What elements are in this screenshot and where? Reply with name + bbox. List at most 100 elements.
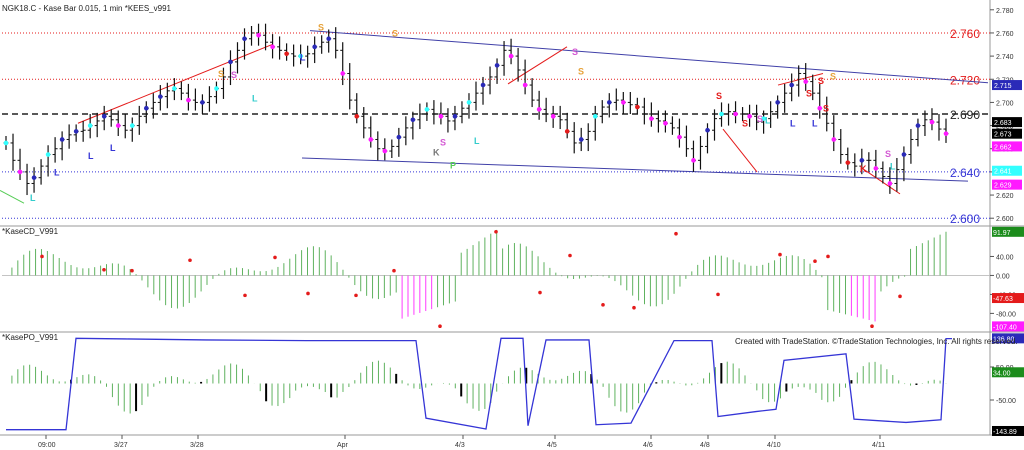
close-dot [508, 53, 514, 59]
close-dot [424, 107, 430, 112]
cd-peak-dot [130, 268, 134, 273]
signal-marker: S [572, 47, 578, 57]
cd-peak-dot [243, 293, 247, 298]
value-tag-text: 2.641 [994, 169, 1012, 176]
value-tag-text: 2.683 [994, 120, 1012, 127]
kasecd-title: *KaseCD_V991 [2, 227, 59, 236]
close-dot [789, 82, 794, 88]
cd-peak-dot [716, 292, 720, 297]
close-dot [186, 97, 191, 103]
value-tag-text: 2.662 [994, 144, 1012, 151]
signal-marker: S [830, 71, 836, 81]
close-dot [396, 134, 402, 140]
cd-peak-dot [538, 290, 542, 295]
close-dot [621, 100, 626, 105]
close-dot [438, 114, 444, 119]
close-dot [677, 134, 682, 140]
kasepo-title: *KasePO_V991 [2, 333, 59, 342]
trend-line [863, 169, 901, 195]
close-dot [87, 123, 93, 128]
trend-line [777, 72, 824, 86]
cd-peak-dot [354, 293, 358, 298]
signal-marker: S [318, 23, 324, 33]
trend-line [309, 30, 989, 84]
close-dot [649, 116, 654, 121]
po-value-tag-text: -143.89 [993, 429, 1017, 436]
cd-peak-dot [778, 252, 782, 257]
close-dot [129, 123, 135, 128]
cd-peak-dot [40, 254, 44, 259]
signal-marker: S [231, 70, 237, 80]
trend-line [77, 44, 273, 124]
close-dot [452, 114, 458, 119]
cd-value-tag-text: -47.63 [993, 296, 1013, 303]
cd-peak-dot [632, 305, 636, 310]
close-dot [803, 79, 809, 84]
chart-header: NGK18.C - Kase Bar 0.015, 1 min *KEES_v9… [2, 4, 172, 13]
cd-peak-dot [898, 294, 902, 299]
time-label: 3/28 [190, 442, 204, 449]
close-dot [873, 166, 879, 171]
cd-value-tag-bg [992, 226, 1024, 237]
cd-peak-dot [102, 267, 106, 272]
close-dot [845, 160, 851, 165]
po-value-tag-text: 34.00 [993, 370, 1011, 377]
signal-marker: L [812, 119, 818, 129]
cd-peak-dot [392, 268, 396, 273]
signal-marker: L [474, 136, 480, 146]
close-dot [915, 123, 921, 128]
price-level-label: 2.640 [950, 166, 980, 180]
close-dot [564, 129, 570, 134]
close-dot [480, 82, 486, 88]
signal-marker: L [765, 115, 771, 125]
signal-marker: K [433, 148, 440, 158]
close-dot [592, 114, 598, 119]
close-dot [550, 114, 556, 119]
close-dot [340, 71, 346, 76]
value-tag-bg [992, 179, 1022, 190]
cd-peak-dot [674, 231, 678, 236]
price-level-label: 2.760 [950, 27, 980, 41]
close-dot [733, 111, 738, 117]
close-dot [256, 32, 261, 38]
cd-peak-dot [438, 324, 442, 329]
cd-peak-dot [306, 291, 310, 296]
close-dot [214, 86, 219, 91]
close-dot [466, 100, 472, 105]
close-dot [368, 137, 374, 142]
trend-line [301, 157, 969, 182]
close-dot [101, 114, 107, 119]
signal-marker: S [392, 28, 398, 38]
close-dot [635, 104, 640, 110]
close-dot [887, 181, 893, 186]
signal-marker: S [885, 149, 891, 159]
close-dot [3, 140, 9, 146]
value-tag-bg [992, 141, 1022, 152]
close-dot [354, 114, 360, 119]
trend-line [0, 189, 25, 204]
close-dot [705, 127, 710, 133]
close-dot [45, 152, 51, 157]
value-tag-text: 2.629 [994, 183, 1012, 190]
close-dot [17, 169, 23, 175]
close-dot [326, 36, 331, 42]
cd-peak-dot [273, 255, 277, 260]
signal-marker: S [716, 91, 722, 101]
value-tag-bg [992, 165, 1022, 176]
time-label: 3/27 [114, 442, 128, 449]
close-dot [242, 36, 247, 42]
kasepo-line [6, 337, 952, 431]
price-tick-label: 2.780 [996, 8, 1014, 15]
signal-marker: L [300, 53, 306, 63]
close-dot [382, 148, 388, 154]
time-label: 4/6 [643, 442, 653, 449]
cd-tick-label: 40.00 [996, 254, 1014, 261]
signal-marker: L [54, 167, 60, 177]
value-tag-text: 2.673 [994, 132, 1012, 139]
close-dot [578, 137, 584, 142]
